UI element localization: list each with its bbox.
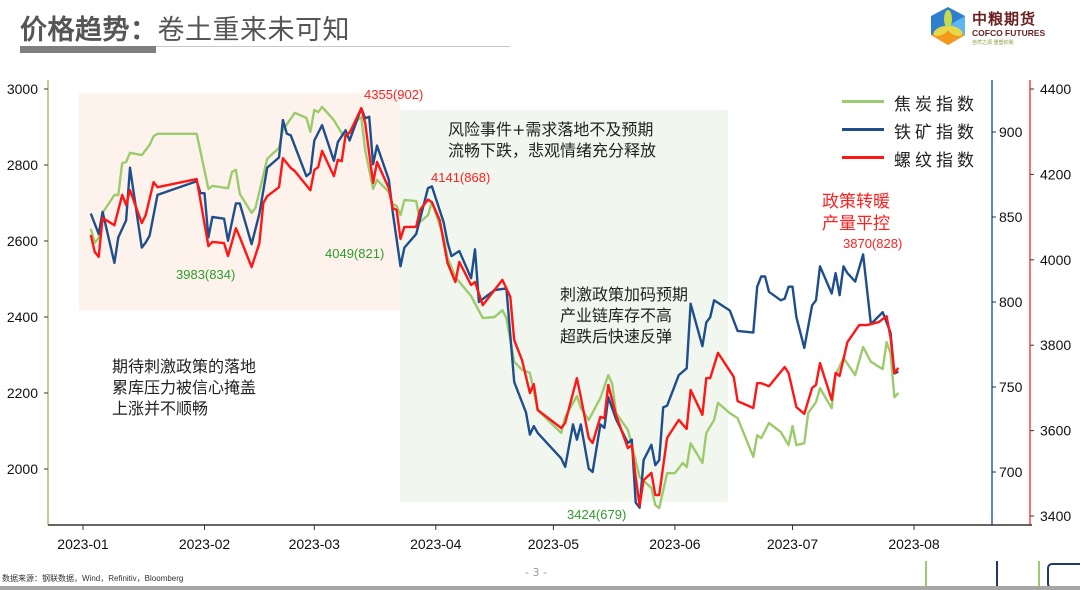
rebar-axis-tick-label: 3800	[1040, 337, 1071, 353]
logo-text-en: COFCO FUTURES	[972, 28, 1046, 38]
left-axis-tick-label: 2400	[7, 309, 38, 325]
rebar-axis-tick-label: 3600	[1040, 423, 1071, 439]
left-axis-tick-label: 2200	[7, 385, 38, 401]
footer-decor-line	[1038, 561, 1040, 586]
annotation-line: 政策转暖	[822, 192, 890, 212]
iron-axis-tick-label: 800	[999, 294, 1023, 310]
legend-item-coke: 焦炭指数	[842, 88, 992, 115]
x-axis-tick-label: 2023-03	[289, 536, 341, 552]
iron-axis-tick-label: 700	[999, 464, 1023, 480]
title-bold: 价格趋势：	[20, 15, 158, 46]
title-divider	[20, 46, 510, 47]
legend-swatch	[842, 156, 884, 159]
annotation-line: 上涨并不顺畅	[112, 399, 209, 418]
data-source: 数据来源：钢联数据，Wind，Refinitiv，Bloomberg	[2, 574, 184, 583]
iron-axis-tick-label: 750	[999, 379, 1023, 395]
series-line-rebar	[89, 107, 900, 507]
legend-label: 螺纹指数	[894, 151, 978, 171]
left-axis-tick-label: 2800	[7, 157, 38, 173]
rebar-axis-tick-label: 3400	[1040, 508, 1071, 524]
left-axis-tick-label: 2600	[7, 233, 38, 249]
footer-decor-line	[996, 561, 998, 586]
annotation-line: 产业链库存不高	[560, 306, 673, 325]
shaded-region-phase2-3	[400, 110, 728, 502]
annotation-line: 流畅下跌，悲观情绪充分释放	[448, 141, 657, 160]
shaded-region-phase1	[79, 93, 400, 310]
logo-text-cn: 中粮期货	[972, 10, 1037, 28]
legend-swatch	[842, 128, 884, 131]
annotation-phase2: 风险事件+需求落地不及预期 流畅下跌，悲观情绪充分释放	[448, 119, 656, 161]
rebar-axis-tick-label: 4000	[1040, 252, 1071, 268]
page-number: - 3 -	[525, 566, 547, 579]
legend-label: 铁矿指数	[894, 123, 978, 143]
series-line-coke	[89, 105, 900, 510]
iron-axis-tick-label: 900	[999, 124, 1023, 140]
annotation-phase3: 刺激政策加码预期 产业链库存不高 超跌后快速反弹	[560, 284, 688, 347]
annotation-line: 风险事件+需求落地不及预期	[448, 120, 654, 139]
rebar-axis-tick-label: 4400	[1040, 81, 1071, 97]
point-label: 3983(834)	[176, 267, 236, 282]
point-label: 4049(821)	[325, 246, 385, 261]
annotation-line: 超跌后快速反弹	[560, 327, 673, 346]
legend-item-rebar: 螺纹指数	[842, 144, 992, 171]
x-axis-tick-label: 2023-06	[649, 536, 701, 552]
annotation-phase4: 政策转暖 产量平控	[822, 191, 890, 235]
point-label: 4355(902)	[364, 87, 424, 102]
x-axis-tick-label: 2023-02	[179, 536, 231, 552]
logo-cube-icon	[931, 7, 965, 45]
legend-label: 焦炭指数	[894, 95, 978, 115]
point-label: 3424(679)	[567, 507, 627, 522]
series-line-iron	[89, 107, 899, 509]
left-axis-tick-label: 2000	[7, 461, 38, 477]
x-axis-tick-label: 2023-01	[57, 536, 109, 552]
rebar-axis-tick-label: 4200	[1040, 166, 1071, 182]
page-title: 价格趋势：卷土重来未可知	[20, 8, 350, 47]
iron-axis-tick-label: 850	[999, 209, 1023, 225]
title-accent-bar	[20, 46, 156, 53]
legend-item-iron: 铁矿指数	[842, 116, 992, 143]
x-axis-tick-label: 2023-05	[528, 536, 580, 552]
annotation-line: 刺激政策加码预期	[560, 285, 689, 304]
x-axis-tick-label: 2023-04	[410, 536, 462, 552]
footer-decor-line	[925, 561, 927, 586]
logo-slogan: 自然之源 重塑你我	[972, 40, 1014, 46]
point-label: 3870(828)	[843, 236, 903, 251]
x-axis-tick-label: 2023-07	[767, 536, 819, 552]
title-rest: 卷土重来未可知	[157, 15, 350, 46]
annotation-phase1: 期待刺激政策的落地 累库压力被信心掩盖 上涨并不顺畅	[112, 356, 256, 419]
footer-bar	[0, 586, 1080, 590]
point-label: 4141(868)	[431, 170, 491, 185]
left-axis-tick-label: 3000	[7, 81, 38, 97]
x-axis-tick-label: 2023-08	[888, 536, 940, 552]
annotation-line: 期待刺激政策的落地	[112, 357, 257, 376]
company-logo: 中粮期货 COFCO FUTURES 自然之源 重塑你我	[926, 4, 1076, 48]
annotation-line: 累库压力被信心掩盖	[112, 378, 257, 397]
annotation-line: 产量平控	[822, 214, 890, 234]
legend-swatch	[842, 100, 884, 103]
